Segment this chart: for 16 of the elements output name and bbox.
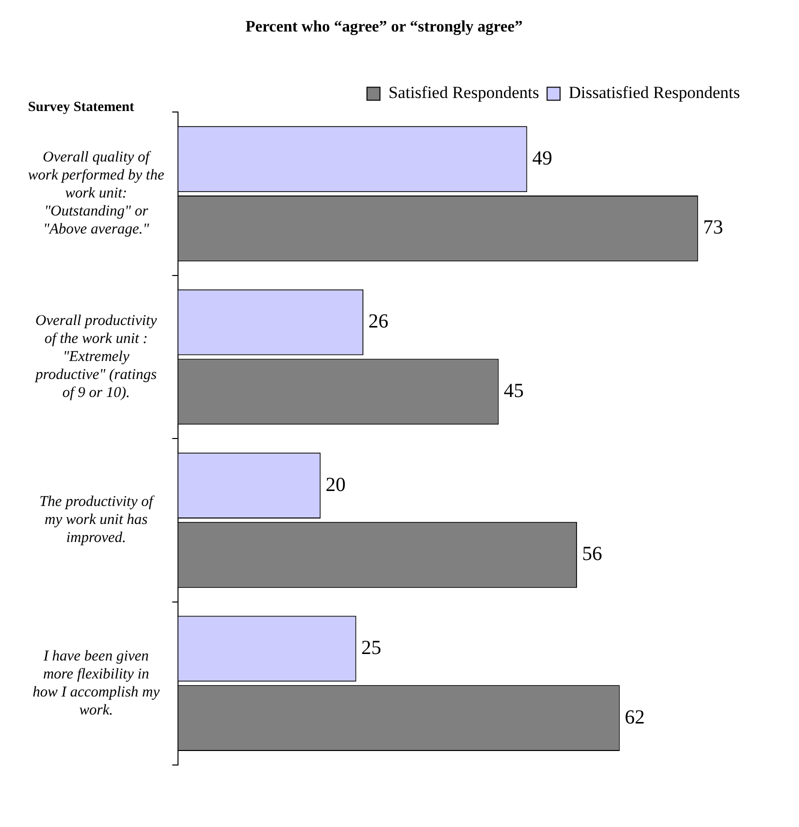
data-label: 62 xyxy=(624,706,645,728)
data-label: 73 xyxy=(703,216,724,239)
chart-title: Percent who “agree” or “strongly agree” xyxy=(245,18,523,36)
data-label: 56 xyxy=(582,543,602,566)
y-tick-label: Overall productivity of the work unit : "Extremely productive" (ratings of 9 or 10). xyxy=(34,312,158,401)
y-tick-label: I have been given more flexibility in how I accomplish my work. xyxy=(32,648,160,718)
data-label: 20 xyxy=(326,474,346,496)
data-label: 25 xyxy=(361,636,382,659)
data-label: 45 xyxy=(504,380,524,402)
y-tick-label: Overall quality of work performed by the work unit: "Outstanding" or "Above average." xyxy=(28,150,165,238)
y-axis-title: Survey Statement xyxy=(28,100,134,116)
data-label: 26 xyxy=(368,310,388,333)
legend-label: Dissatisfied Respondents xyxy=(568,83,740,102)
data-label: 49 xyxy=(532,147,552,170)
y-tick-label: The productivity of my work unit has improved. xyxy=(39,494,155,546)
legend-label: Satisfied Respondents xyxy=(388,83,540,102)
